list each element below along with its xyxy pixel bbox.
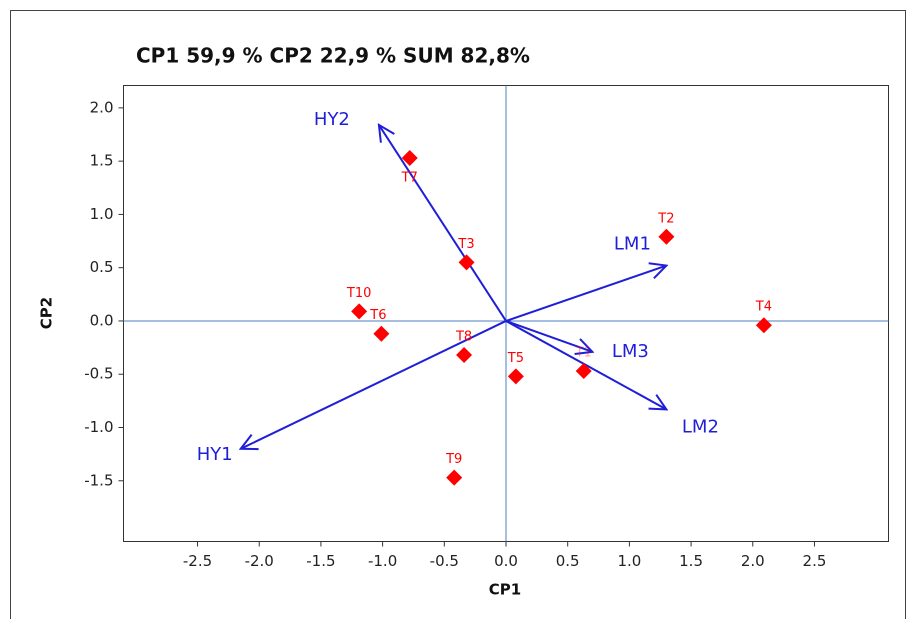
point-label: T5 bbox=[507, 351, 524, 366]
point-label: T6 bbox=[369, 308, 386, 323]
point bbox=[351, 303, 368, 320]
x-tick-label: 0.5 bbox=[556, 552, 580, 570]
loading-arrow bbox=[505, 320, 666, 409]
x-tick-label: -2.0 bbox=[245, 552, 274, 570]
point bbox=[373, 325, 390, 342]
x-tick-label: 1.5 bbox=[679, 552, 703, 570]
x-tick-label: -1.5 bbox=[306, 552, 335, 570]
x-tick-label: 2.0 bbox=[741, 552, 765, 570]
point-label: T7 bbox=[401, 170, 418, 185]
x-tick-label: -0.5 bbox=[430, 552, 459, 570]
point bbox=[456, 347, 473, 364]
loading-label: LM3 bbox=[612, 341, 649, 362]
point bbox=[507, 368, 524, 385]
loading-arrow bbox=[241, 320, 507, 449]
point bbox=[755, 317, 772, 334]
point bbox=[446, 469, 463, 486]
point bbox=[575, 363, 592, 380]
loading-label: HY2 bbox=[314, 109, 350, 130]
point-label: T2 bbox=[657, 211, 674, 226]
y-tick-label: 1.0 bbox=[90, 205, 114, 223]
loading-arrow bbox=[379, 125, 507, 322]
x-tick-label: -2.5 bbox=[183, 552, 212, 570]
loading-label: HY1 bbox=[197, 444, 233, 465]
x-axis-label: CP1 bbox=[489, 581, 521, 599]
x-tick-label: -1.0 bbox=[368, 552, 397, 570]
point-label: T3 bbox=[457, 237, 474, 252]
loading-label: LM2 bbox=[682, 416, 719, 437]
point bbox=[458, 254, 475, 271]
y-tick-label: -1.5 bbox=[84, 471, 113, 489]
point-label: T1 bbox=[575, 346, 592, 361]
x-tick-label: 0.0 bbox=[494, 552, 518, 570]
y-tick-label: 0.5 bbox=[90, 258, 114, 276]
chart-title: CP1 59,9 % CP2 22,9 % SUM 82,8% bbox=[136, 44, 530, 68]
point bbox=[401, 149, 418, 166]
y-axis-label: CP2 bbox=[38, 297, 56, 329]
point-label: T8 bbox=[455, 330, 472, 345]
y-tick-label: -0.5 bbox=[84, 365, 113, 383]
point bbox=[658, 228, 675, 245]
x-tick-label: 1.0 bbox=[617, 552, 641, 570]
point-label: T10 bbox=[346, 286, 371, 301]
point-label: T4 bbox=[755, 300, 772, 315]
y-tick-label: 2.0 bbox=[90, 98, 114, 116]
y-tick-label: -1.0 bbox=[84, 418, 113, 436]
y-tick-label: 1.5 bbox=[90, 152, 114, 170]
x-tick-label: 2.5 bbox=[803, 552, 827, 570]
loading-arrow bbox=[505, 266, 666, 322]
loading-label: LM1 bbox=[614, 234, 651, 255]
point-label: T9 bbox=[445, 452, 462, 467]
loading-arrow bbox=[505, 320, 592, 352]
y-tick-label: 0.0 bbox=[90, 311, 114, 329]
